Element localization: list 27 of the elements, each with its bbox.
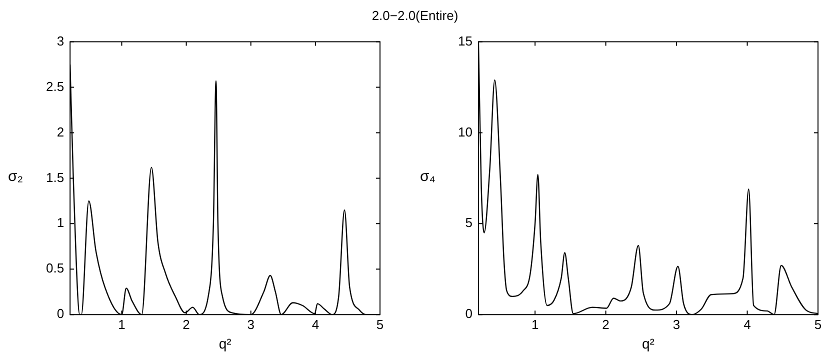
x-tick-label: 4 xyxy=(312,316,320,332)
x-tick-label: 3 xyxy=(247,316,254,332)
y-tick-label: 1 xyxy=(56,215,64,230)
y-tick-label: 10 xyxy=(458,124,472,140)
y-tick-label: 5 xyxy=(465,215,472,230)
y-tick-label: 0 xyxy=(465,306,472,322)
y-tick-label: 3 xyxy=(56,33,64,48)
line-series xyxy=(478,42,818,315)
y-tick-label: 1.5 xyxy=(46,170,64,185)
x-tick-label: 3 xyxy=(672,316,680,332)
x-tick-label: 5 xyxy=(376,316,384,332)
y-axis-title: σ₂ xyxy=(8,168,24,185)
x-tick-label: 1 xyxy=(531,316,539,332)
y-tick-label: 2.5 xyxy=(46,78,64,94)
x-tick-label: 1 xyxy=(118,316,126,332)
text: 2.0−2.0(Entire) xyxy=(370,8,460,23)
x-axis-title: q² xyxy=(218,335,232,352)
y-tick-label: 2 xyxy=(56,124,64,140)
x-tick-label: 5 xyxy=(814,316,822,332)
y-tick-label: 0.5 xyxy=(46,260,64,276)
x-tick-label: 4 xyxy=(744,316,751,332)
y-tick-label: 0 xyxy=(56,306,64,322)
x-axis-title: q² xyxy=(642,335,655,352)
x-tick-label: 2 xyxy=(602,316,610,332)
y-tick-label: 15 xyxy=(458,33,472,48)
y-axis-title: σ₄ xyxy=(420,168,436,185)
x-tick-label: 2 xyxy=(182,316,190,332)
